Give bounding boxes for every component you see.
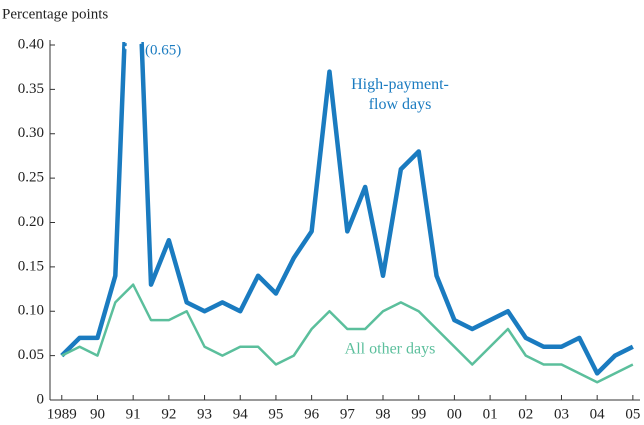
y-tick-label: 0.30 xyxy=(18,125,44,141)
y-tick-label: 0.05 xyxy=(18,347,44,363)
series-label: All other days xyxy=(345,341,436,358)
y-tick-label: 0.15 xyxy=(18,258,44,274)
y-tick-label: 0.40 xyxy=(18,36,44,52)
y-axis-label: Percentage points xyxy=(2,6,108,22)
x-tick-label: 05 xyxy=(625,406,640,422)
x-tick-label: 97 xyxy=(340,406,356,422)
x-tick-label: 93 xyxy=(197,406,212,422)
y-tick-label: 0.25 xyxy=(18,170,44,186)
series-label: High-payment-flow days xyxy=(351,76,449,113)
x-tick-label: 00 xyxy=(447,406,462,422)
x-tick-label: 03 xyxy=(554,406,569,422)
axis-break xyxy=(124,34,142,50)
x-tick-label: 95 xyxy=(268,406,283,422)
x-tick-label: 90 xyxy=(90,406,105,422)
y-tick-label: 0.10 xyxy=(18,303,44,319)
x-tick-label: 94 xyxy=(233,406,249,422)
x-tick-label: 98 xyxy=(376,406,391,422)
series-line xyxy=(61,283,634,384)
x-tick-label: 99 xyxy=(411,406,426,422)
x-tick-label: 91 xyxy=(126,406,141,422)
plot-area xyxy=(60,42,634,384)
y-tick-label: 0.20 xyxy=(18,214,44,230)
y-tick-label: 0.35 xyxy=(18,81,44,97)
annotation: (0.65) xyxy=(145,42,181,58)
y-tick-label: 0 xyxy=(37,391,45,407)
x-tick-label: 1989 xyxy=(47,406,77,422)
x-tick-label: 04 xyxy=(590,406,606,422)
series-line xyxy=(60,42,634,376)
x-tick-label: 02 xyxy=(518,406,533,422)
x-tick-label: 96 xyxy=(304,406,320,422)
x-tick-label: 92 xyxy=(161,406,176,422)
x-tick-label: 01 xyxy=(483,406,498,422)
